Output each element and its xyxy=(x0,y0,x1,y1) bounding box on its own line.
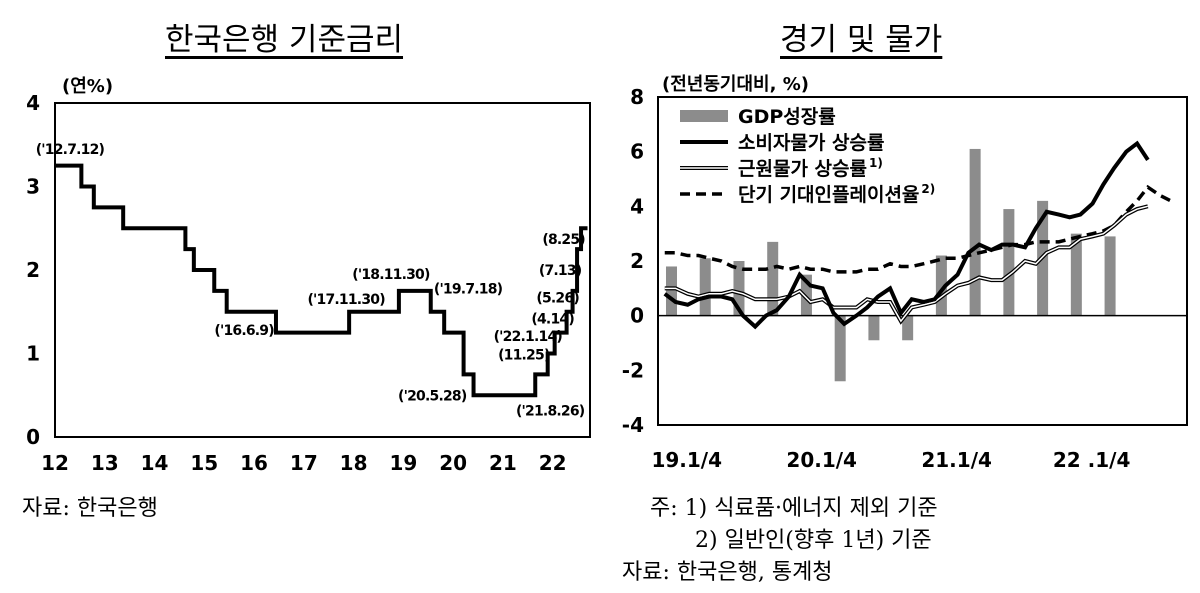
right-note-1: 주: 1) 식료품·에너지 제외 기준 xyxy=(650,496,938,521)
legend-footnote-mark: 2) xyxy=(921,182,935,196)
left-y-tick-label: 1 xyxy=(26,342,40,366)
left-annotation: ('12.7.12) xyxy=(36,142,105,158)
gdp-bar xyxy=(902,315,914,341)
gdp-bar xyxy=(767,241,779,316)
right-x-tick-labels: 19.1/4 20.1/4 21.1/4 22 .1/4 xyxy=(651,448,1130,472)
left-annotation: (11.25) xyxy=(498,347,550,363)
left-x-tick-label: 20 xyxy=(439,451,467,475)
legend-label: 소비자물가 상승률 xyxy=(738,132,884,154)
cpi-line xyxy=(663,140,1150,330)
left-annotation: (5.26) xyxy=(536,291,579,307)
right-chart-title: 경기 및 물가 xyxy=(780,22,943,58)
left-annotation: ('20.5.28) xyxy=(398,388,467,404)
expected-inflation-line xyxy=(664,184,1172,274)
left-x-tick-label: 19 xyxy=(389,451,417,475)
right-y-tick-label: 6 xyxy=(630,140,644,164)
legend-swatch-gdp xyxy=(680,110,728,122)
right-y-unit-label: (전년동기대비, %) xyxy=(662,74,809,95)
left-x-tick-label: 21 xyxy=(489,451,517,475)
left-plot-frame xyxy=(54,102,591,438)
left-x-tick-label: 16 xyxy=(240,451,268,475)
right-y-tick-label: -2 xyxy=(622,358,644,382)
right-y-tick-label: 2 xyxy=(630,249,644,273)
left-y-tick-label: 3 xyxy=(26,175,40,199)
left-annotation: (4.14) xyxy=(531,311,574,327)
right-note-2: 2) 일반인(향후 1년) 기준 xyxy=(695,528,932,553)
right-x-tick-label: 20.1/4 xyxy=(786,448,857,472)
gdp-bar xyxy=(1070,233,1082,316)
left-x-tick-labels: 12 13 14 15 16 17 18 19 20 21 22 xyxy=(41,451,567,475)
legend-label: 단기 기대인플레이션율 xyxy=(738,184,919,206)
gdp-bar xyxy=(733,261,745,316)
right-source: 자료: 한국은행, 통계청 xyxy=(622,560,833,585)
legend-footnote-mark: 1) xyxy=(869,156,883,170)
left-y-tick-labels: 0 1 2 3 4 xyxy=(26,91,40,449)
left-annotation: ('17.11.30) xyxy=(307,292,385,308)
left-annotation: ('16.6.9) xyxy=(214,323,274,339)
gdp-bar xyxy=(1104,236,1116,316)
gdp-bar xyxy=(699,258,711,316)
right-y-tick-labels: -4 -2 0 2 4 6 8 xyxy=(622,85,644,437)
left-x-tick-label: 12 xyxy=(41,451,69,475)
left-annotation: ('21.8.26) xyxy=(516,403,585,419)
right-y-tick-label: 0 xyxy=(630,304,644,328)
left-annotation: ('19.7.18) xyxy=(434,281,503,297)
base-rate-step-line xyxy=(55,163,588,398)
left-y-tick-label: 0 xyxy=(26,425,40,449)
legend-label: GDP성장률 xyxy=(738,106,836,128)
left-y-tick-label: 2 xyxy=(26,258,40,282)
left-y-unit-label: (연%) xyxy=(62,76,113,97)
left-x-tick-label: 14 xyxy=(141,451,169,475)
left-annotations: ('12.7.12) ('16.6.9) ('17.11.30) ('18.11.30… xyxy=(36,142,586,419)
gdp-bar xyxy=(935,255,947,316)
left-x-tick-label: 18 xyxy=(340,451,368,475)
left-annotation: (8.25) xyxy=(542,232,585,248)
right-y-tick-label: -4 xyxy=(622,413,644,437)
left-annotation: ('18.11.30) xyxy=(352,267,430,283)
left-x-tick-label: 17 xyxy=(290,451,318,475)
legend-label: 근원물가 상승률 xyxy=(738,158,867,180)
left-x-tick-label: 13 xyxy=(91,451,119,475)
gdp-bar xyxy=(969,148,981,316)
right-x-tick-label: 19.1/4 xyxy=(651,448,722,472)
right-x-tick-label: 21.1/4 xyxy=(921,448,992,472)
right-plot-frame xyxy=(657,96,1188,426)
right-y-tick-label: 4 xyxy=(630,194,644,218)
gdp-bar xyxy=(665,266,677,316)
left-annotation: ('22.1.14) xyxy=(494,329,563,345)
core-inflation-line-inner xyxy=(664,205,1149,323)
left-x-tick-label: 15 xyxy=(190,451,218,475)
left-x-tick-label: 22 xyxy=(539,451,567,475)
gdp-bar xyxy=(868,315,880,341)
left-annotation: (7.13) xyxy=(539,263,582,279)
right-y-tick-label: 8 xyxy=(630,85,644,109)
gdp-bar xyxy=(1003,209,1015,316)
economy-price-chart: (전년동기대비, %) -4 -2 0 2 4 6 8 19.1/4 20.1/4 21.1/4… xyxy=(622,74,1188,472)
left-y-tick-label: 4 xyxy=(26,91,40,115)
right-x-tick-label: 22 .1/4 xyxy=(1053,448,1131,472)
gdp-bar xyxy=(834,315,846,382)
left-source: 자료: 한국은행 xyxy=(22,496,158,521)
left-chart-title: 한국은행 기준금리 xyxy=(165,22,404,58)
